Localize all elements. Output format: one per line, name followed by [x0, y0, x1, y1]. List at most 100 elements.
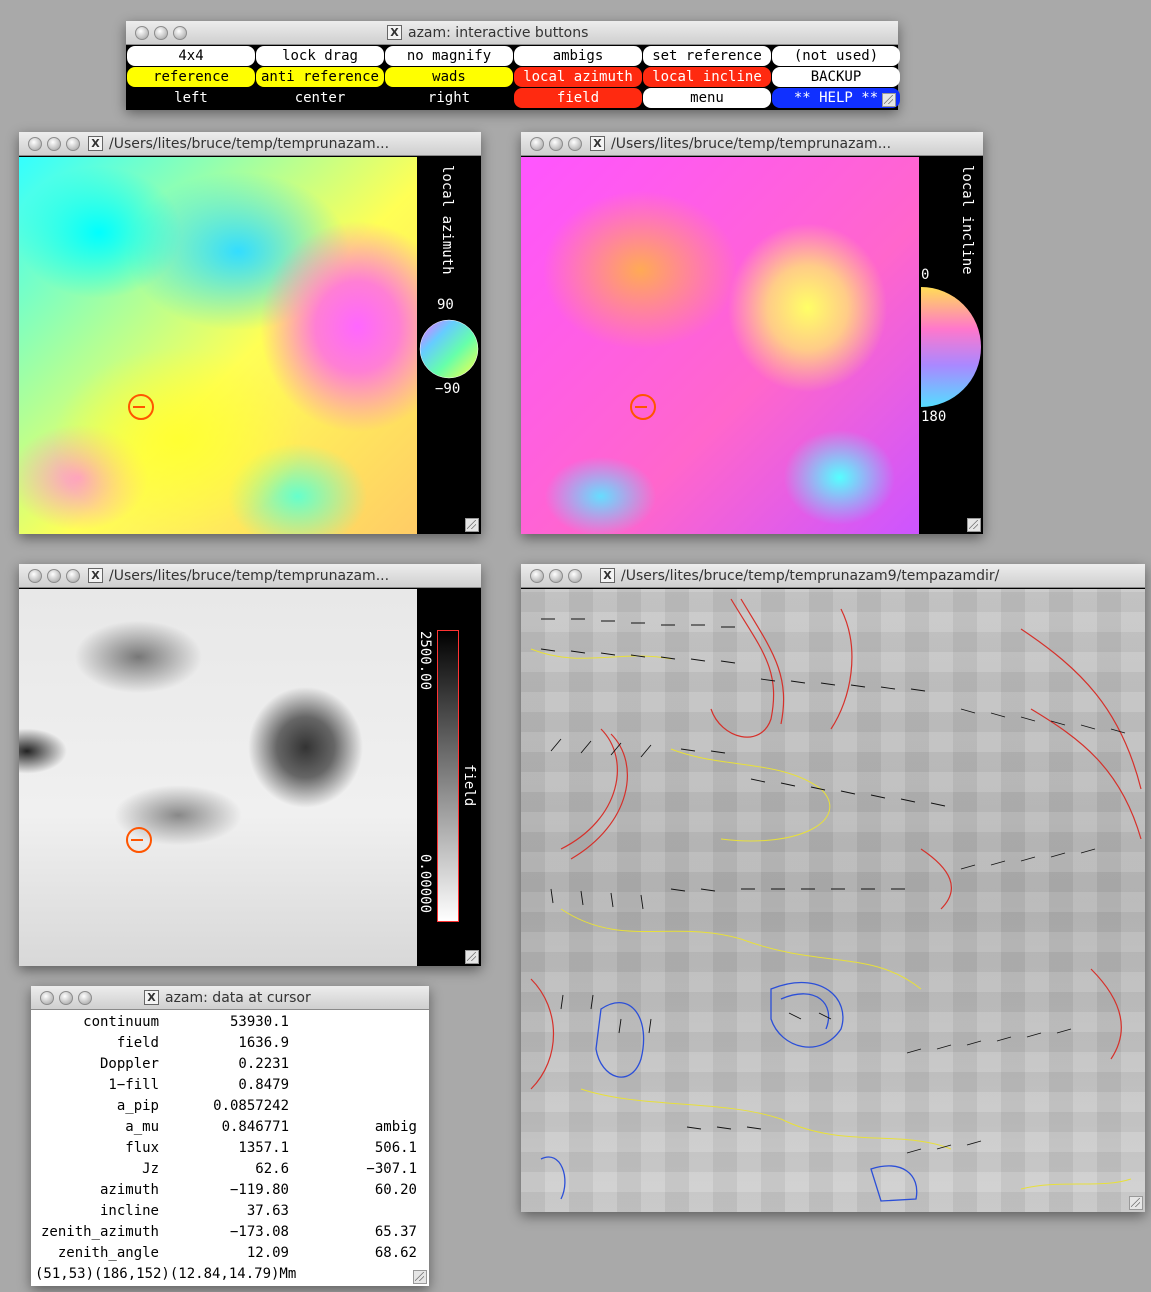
color-wheel-icon — [419, 319, 479, 379]
azimuth-image[interactable] — [19, 157, 417, 534]
azimuth-window-titlebar[interactable]: X /Users/lites/bruce/temp/temprunazam... — [19, 132, 481, 156]
field-window-titlebar[interactable]: X /Users/lites/bruce/temp/temprunazam... — [19, 564, 481, 588]
field-window: X /Users/lites/bruce/temp/temprunazam...… — [19, 564, 481, 966]
button-local-azimuth[interactable]: local azimuth — [514, 67, 642, 87]
zoom-window-icon[interactable] — [568, 568, 582, 583]
data-row: Jz 62.6 −307.1 — [31, 1161, 429, 1182]
window-title-text: /Users/lites/bruce/temp/temprunazam... — [611, 135, 892, 152]
button-not-used[interactable]: (not used) — [772, 46, 900, 66]
data-label: Doppler — [99, 1056, 159, 1072]
data-value: 1636.9 — [238, 1035, 289, 1051]
field-image[interactable] — [19, 589, 417, 966]
minimize-window-icon[interactable] — [59, 990, 73, 1005]
data-value: 53930.1 — [229, 1014, 289, 1030]
data-label: incline — [99, 1203, 159, 1219]
close-window-icon[interactable] — [530, 136, 544, 151]
resize-grip-icon[interactable] — [882, 93, 896, 107]
vector-window: X /Users/lites/bruce/temp/temprunazam9/t… — [521, 564, 1145, 1212]
data-value: 0.0857242 — [213, 1098, 289, 1114]
close-window-icon[interactable] — [28, 136, 42, 151]
button-anti-reference[interactable]: anti reference — [256, 67, 384, 87]
window-controls — [521, 136, 582, 151]
window-title: X /Users/lites/bruce/temp/temprunazam... — [88, 136, 389, 152]
zoom-window-icon[interactable] — [66, 136, 80, 151]
minimize-window-icon[interactable] — [154, 25, 168, 40]
wheel-bottom-label: 180 — [921, 409, 947, 425]
window-title: X /Users/lites/bruce/temp/temprunazam9/t… — [600, 568, 999, 584]
data-row: azimuth −119.80 60.20 — [31, 1182, 429, 1203]
zoom-window-icon[interactable] — [66, 568, 80, 583]
window-title-text: /Users/lites/bruce/temp/temprunazam... — [109, 135, 390, 152]
resize-grip-icon[interactable] — [413, 1270, 427, 1284]
data-label: flux — [125, 1140, 159, 1156]
field-legend: 2500.00 0.00000 field — [417, 589, 481, 966]
wheel-top-label: 0 — [921, 267, 930, 283]
data-value: −173.08 — [229, 1224, 289, 1240]
zoom-window-icon[interactable] — [78, 990, 92, 1005]
resize-grip-icon[interactable] — [1129, 1196, 1143, 1210]
data-row: continuum 53930.1 — [31, 1014, 429, 1035]
data-row: a_pip 0.0857242 — [31, 1098, 429, 1119]
data-label: zenith_angle — [57, 1245, 159, 1261]
data-window-titlebar[interactable]: X azam: data at cursor — [31, 986, 429, 1010]
window-title: X azam: data at cursor — [144, 990, 311, 1006]
data-label: a_mu — [125, 1119, 159, 1135]
cursor-marker-icon — [630, 394, 656, 420]
button-right[interactable]: right — [385, 88, 513, 108]
vector-field-image[interactable] — [521, 589, 1145, 1212]
x11-icon: X — [88, 136, 103, 151]
window-title: X /Users/lites/bruce/temp/temprunazam... — [88, 568, 389, 584]
zoom-window-icon[interactable] — [173, 25, 187, 40]
wheel-top-label: 90 — [437, 297, 454, 313]
close-window-icon[interactable] — [135, 25, 149, 40]
window-title-text: /Users/lites/bruce/temp/temprunazam9/tem… — [621, 567, 1000, 584]
legend-label: field — [461, 764, 477, 807]
button-4x4[interactable]: 4x4 — [127, 46, 255, 66]
button-set-reference[interactable]: set reference — [643, 46, 771, 66]
data-row: zenith_angle 12.09 68.62 — [31, 1245, 429, 1266]
close-window-icon[interactable] — [530, 568, 544, 583]
button-menu[interactable]: menu — [643, 88, 771, 108]
incline-image[interactable] — [521, 157, 919, 534]
button-help[interactable]: ** HELP ** — [772, 88, 900, 108]
minimize-window-icon[interactable] — [47, 568, 61, 583]
azimuth-legend: local azimuth 90 −90 — [417, 157, 481, 534]
data-value: 1357.1 — [238, 1140, 289, 1156]
button-lock-drag[interactable]: lock drag — [256, 46, 384, 66]
x11-icon: X — [144, 990, 159, 1005]
resize-grip-icon[interactable] — [967, 518, 981, 532]
button-wads[interactable]: wads — [385, 67, 513, 87]
resize-grip-icon[interactable] — [465, 950, 479, 964]
button-center[interactable]: center — [256, 88, 384, 108]
button-left[interactable]: left — [127, 88, 255, 108]
data-ambig: 506.1 — [374, 1140, 417, 1156]
button-local-incline[interactable]: local incline — [643, 67, 771, 87]
minimize-window-icon[interactable] — [47, 136, 61, 151]
vector-window-titlebar[interactable]: X /Users/lites/bruce/temp/temprunazam9/t… — [521, 564, 1145, 588]
close-window-icon[interactable] — [40, 990, 54, 1005]
button-backup[interactable]: BACKUP — [772, 67, 900, 87]
button-field[interactable]: field — [514, 88, 642, 108]
incline-window-titlebar[interactable]: X /Users/lites/bruce/temp/temprunazam... — [521, 132, 983, 156]
zoom-window-icon[interactable] — [568, 136, 582, 151]
button-grid: 4x4 lock drag no magnify ambigs set refe… — [126, 45, 900, 110]
field-scale-bar — [437, 630, 459, 922]
window-title-text: azam: data at cursor — [165, 989, 311, 1006]
window-title: X /Users/lites/bruce/temp/temprunazam... — [590, 136, 891, 152]
minimize-window-icon[interactable] — [549, 136, 563, 151]
button-ambigs[interactable]: ambigs — [514, 46, 642, 66]
minimize-window-icon[interactable] — [549, 568, 563, 583]
vector-overlay — [530, 598, 1142, 1202]
x11-icon: X — [387, 25, 402, 40]
button-reference[interactable]: reference — [127, 67, 255, 87]
data-ambig: 60.20 — [374, 1182, 417, 1198]
window-controls — [19, 136, 80, 151]
resize-grip-icon[interactable] — [465, 518, 479, 532]
close-window-icon[interactable] — [28, 568, 42, 583]
data-value: 62.6 — [255, 1161, 289, 1177]
window-title: X azam: interactive buttons — [387, 25, 588, 41]
data-window: X azam: data at cursor continuum 53930.1… — [31, 986, 429, 1286]
cursor-coordinates: (51,53)(186,152)(12.84,14.79)Mm — [35, 1266, 297, 1282]
buttons-window-titlebar[interactable]: X azam: interactive buttons — [126, 21, 898, 45]
button-no-magnify[interactable]: no magnify — [385, 46, 513, 66]
